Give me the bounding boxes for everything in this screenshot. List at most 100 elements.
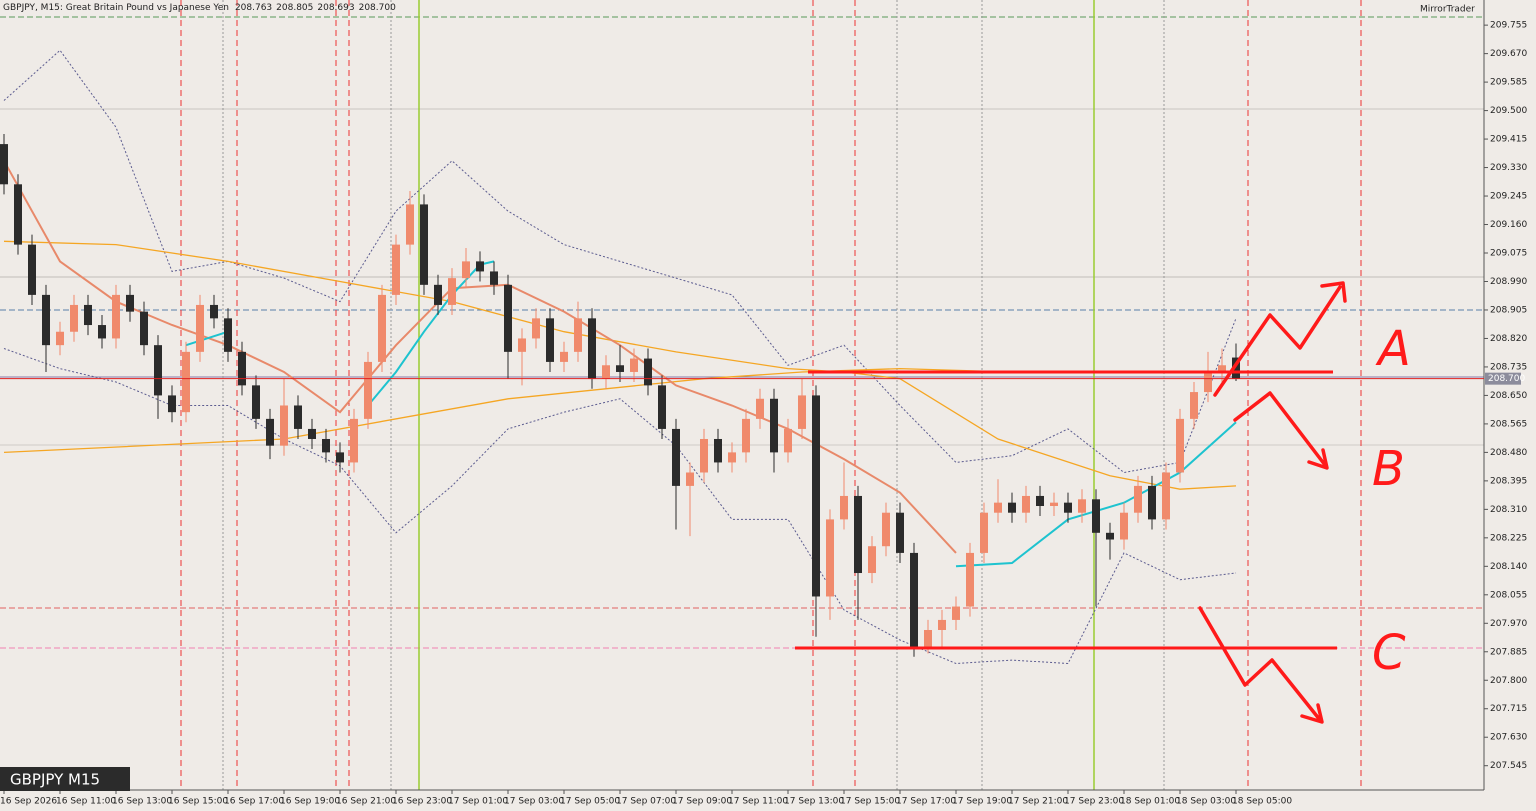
candle-body: [518, 338, 526, 352]
x-tick-label: 16 Sep 15:00: [168, 797, 228, 807]
x-tick-label: 17 Sep 07:00: [616, 797, 676, 807]
candle-body: [532, 318, 540, 339]
hand-arrow: [1198, 606, 1324, 724]
x-tick-label: 17 Sep 09:00: [672, 797, 732, 807]
header-high: 208.805: [276, 3, 313, 13]
candle-body: [980, 512, 988, 553]
candle-body: [882, 512, 890, 547]
candle-body: [378, 294, 386, 362]
candle-body: [588, 318, 596, 379]
annotation: A: [1375, 321, 1411, 377]
candle-body: [350, 418, 358, 463]
header-title: GBPJPY, M15: Great Britain Pound vs Japa…: [3, 3, 229, 13]
x-tick-label: 16 Sep 2026: [0, 797, 57, 807]
y-tick-label: 209.160: [1490, 220, 1527, 230]
candle-body: [1106, 532, 1114, 540]
candle-body: [434, 284, 442, 305]
x-tick-label: 18 Sep 01:00: [1120, 797, 1180, 807]
candle-body: [966, 552, 974, 607]
annotation: C: [1372, 625, 1406, 681]
hand-arrow: [1233, 391, 1329, 470]
y-tick-label: 208.650: [1490, 391, 1527, 401]
price-tag-label: 208.700: [1488, 374, 1525, 384]
x-tick-label: 17 Sep 15:00: [840, 797, 900, 807]
y-tick-label: 209.075: [1490, 249, 1527, 259]
candle-body: [14, 184, 22, 245]
candle-body: [42, 294, 50, 346]
y-tick-label: 209.755: [1490, 21, 1527, 31]
x-tick-label: 17 Sep 05:00: [560, 797, 620, 807]
candle-body: [1232, 357, 1240, 379]
y-tick-label: 207.885: [1490, 647, 1527, 657]
annotation: B: [1372, 441, 1405, 497]
y-tick-label: 209.585: [1490, 78, 1527, 88]
watermark-box: [0, 767, 130, 791]
x-tick-label: 17 Sep 11:00: [728, 797, 788, 807]
y-tick-label: 208.990: [1490, 277, 1527, 287]
y-tick-label: 207.715: [1490, 704, 1527, 714]
x-tick-label: 18 Sep 05:00: [1232, 797, 1292, 807]
candle-body: [1050, 502, 1058, 507]
candle-body: [294, 405, 302, 429]
candle-body: [770, 398, 778, 453]
candle-body: [672, 428, 680, 486]
candle-body: [868, 546, 876, 574]
candle-body: [1078, 499, 1086, 513]
candle-body: [728, 452, 736, 463]
candle-body: [616, 365, 624, 372]
y-tick-label: 208.055: [1490, 590, 1527, 600]
candle-body: [308, 428, 316, 439]
candle-body: [644, 358, 652, 386]
x-tick-label: 17 Sep 01:00: [448, 797, 508, 807]
indicator-line: [3, 49, 1237, 474]
hand-arrow: [1213, 281, 1347, 397]
candle-body: [1092, 499, 1100, 533]
candle-body: [252, 385, 260, 419]
y-tick-label: 208.565: [1490, 419, 1527, 429]
candle-body: [1064, 502, 1072, 513]
candle-body: [910, 552, 918, 647]
x-tick-label: 17 Sep 03:00: [504, 797, 564, 807]
x-tick-label: 17 Sep 19:00: [952, 797, 1012, 807]
candle-body: [224, 318, 232, 352]
y-tick-label: 209.245: [1490, 192, 1527, 202]
overlay: A B C: [795, 281, 1411, 724]
candle-body: [1022, 495, 1030, 513]
candle-body: [70, 304, 78, 332]
candle-body: [336, 452, 344, 463]
candle-body: [686, 472, 694, 486]
candle-body: [168, 395, 176, 413]
candle-body: [1134, 485, 1142, 513]
y-axis: 209.755 209.670 209.585 209.500 209.415 209.3…: [1484, 21, 1527, 771]
candle-body: [112, 294, 120, 339]
x-tick-label: 16 Sep 11:00: [56, 797, 116, 807]
candle-body: [574, 318, 582, 352]
candles: [0, 134, 1240, 657]
y-tick-label: 208.310: [1490, 505, 1527, 515]
x-tick-label: 16 Sep 19:00: [280, 797, 340, 807]
indicator-line: [3, 240, 1237, 490]
candle-body: [0, 144, 8, 185]
y-tick-label: 209.670: [1490, 49, 1527, 59]
candle-body: [714, 438, 722, 463]
candle-body: [196, 304, 204, 352]
y-tick-label: 207.630: [1490, 733, 1527, 743]
candle-body: [56, 331, 64, 346]
candle-body: [756, 398, 764, 419]
y-tick-label: 207.545: [1490, 761, 1527, 771]
candle-body: [448, 278, 456, 305]
y-tick-label: 208.820: [1490, 334, 1527, 344]
candle-body: [84, 304, 92, 326]
candle-body: [812, 395, 820, 597]
candle-body: [504, 284, 512, 352]
candle-body: [392, 244, 400, 295]
candle-body: [98, 325, 106, 339]
candle-body: [210, 304, 218, 319]
x-tick-label: 18 Sep 03:00: [1176, 797, 1236, 807]
candle-body: [420, 204, 428, 285]
y-tick-label: 209.415: [1490, 135, 1527, 145]
price-tag: [1485, 372, 1521, 385]
candle-body: [126, 294, 134, 312]
